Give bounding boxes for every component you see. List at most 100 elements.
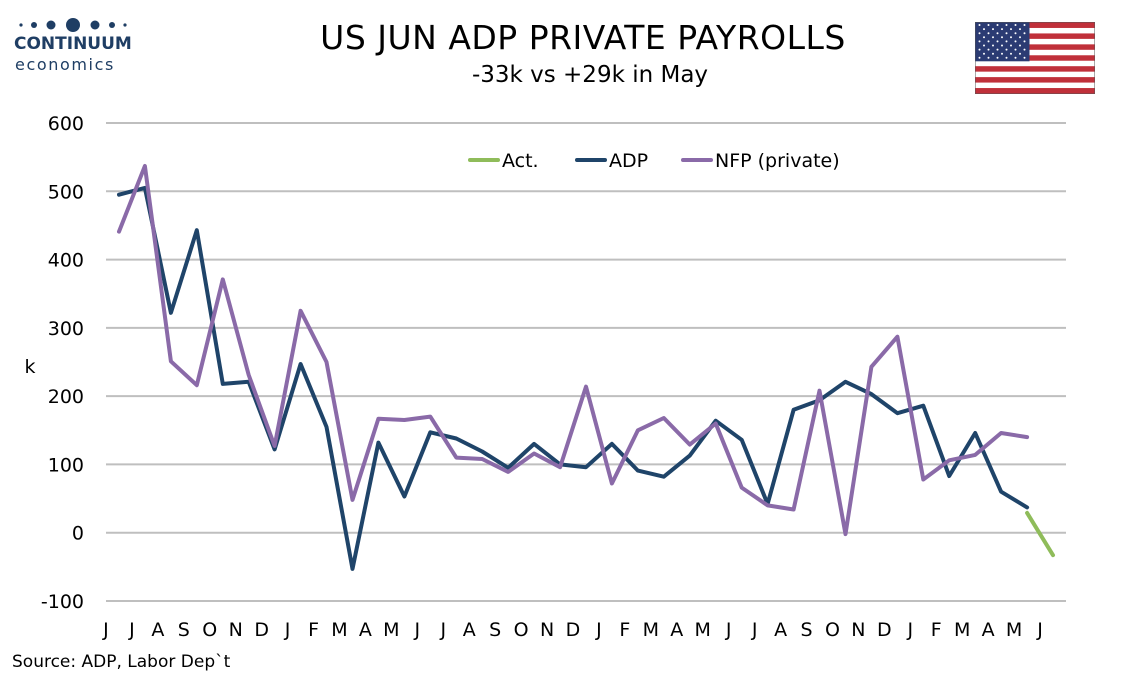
x-tick-label: D <box>254 619 269 641</box>
y-tick-label: 100 <box>48 454 84 476</box>
source-note: Source: ADP, Labor Dep`t <box>12 652 231 672</box>
legend-label: ADP <box>609 150 648 172</box>
flag-stripe <box>975 77 1095 83</box>
x-tick-label: J <box>595 619 602 641</box>
x-tick-label: M <box>383 619 399 641</box>
x-tick-label: D <box>877 619 892 641</box>
flag-star <box>987 40 990 43</box>
flag-star <box>992 44 994 47</box>
flag-star <box>987 32 990 35</box>
flag-star <box>1010 52 1012 55</box>
x-tick-label: S <box>800 619 812 641</box>
series-line-adp <box>117 185 1030 571</box>
flag-star <box>983 36 985 39</box>
series-line-act <box>1025 510 1055 558</box>
x-tick-label: J <box>751 619 758 641</box>
x-tick-label: A <box>151 619 164 641</box>
x-tick-label: J <box>102 619 109 641</box>
flag-star <box>992 52 994 55</box>
x-tick-label: M <box>643 619 659 641</box>
y-tick-label: 600 <box>48 113 84 135</box>
flag-star <box>1019 36 1021 39</box>
x-tick-label: J <box>439 619 446 641</box>
x-tick-label: A <box>670 619 683 641</box>
chart-subtitle: -33k vs +29k in May <box>471 62 709 88</box>
flag-star <box>978 48 981 51</box>
flag-star <box>1023 56 1026 59</box>
flag-star <box>1005 48 1008 51</box>
series-line-nfp-private <box>117 164 1030 537</box>
legend: Act. ADP NFP (private) <box>468 150 840 172</box>
x-tick-label: N <box>540 619 554 641</box>
x-tick-label: A <box>982 619 995 641</box>
flag-star <box>996 32 999 35</box>
flag-stripe <box>975 44 1095 50</box>
flag-star <box>1023 48 1026 51</box>
flag-star <box>987 48 990 51</box>
flag-stripe <box>975 88 1095 94</box>
y-tick-label: 400 <box>48 250 84 272</box>
y-tick-label: -100 <box>41 591 84 613</box>
x-tick-label: J <box>284 619 291 641</box>
flag-star <box>1010 36 1012 39</box>
continuum-logo: CONTINUUM economics <box>14 14 134 76</box>
flag-star <box>978 24 981 26</box>
flag-stripe <box>975 66 1095 72</box>
grid-lines <box>106 122 1066 602</box>
x-tick-label: D <box>566 619 581 641</box>
flag-star <box>1001 28 1003 31</box>
flag-star <box>992 28 994 31</box>
us-flag-icon <box>975 22 1095 94</box>
x-tick-label: O <box>514 619 529 641</box>
x-tick-label: N <box>229 619 243 641</box>
x-tick-label: J <box>128 619 135 641</box>
flag-star <box>978 56 981 59</box>
flag-star <box>1019 52 1021 55</box>
flag-stripe <box>975 33 1095 39</box>
x-tick-label: J <box>1036 619 1043 641</box>
x-tick-label: O <box>825 619 840 641</box>
x-tick-label: J <box>725 619 732 641</box>
y-tick-label: 200 <box>48 386 84 408</box>
flag-star <box>1001 36 1003 39</box>
flag-star <box>1014 48 1017 51</box>
flag-star <box>1019 44 1021 47</box>
x-tick-label: F <box>931 619 942 641</box>
series-lines <box>117 164 1055 571</box>
legend-label: Act. <box>502 150 539 172</box>
flag-star <box>1014 56 1017 59</box>
x-tick-label: M <box>331 619 347 641</box>
flag-star <box>996 56 999 59</box>
chart-title: US JUN ADP PRIVATE PAYROLLS <box>320 18 846 57</box>
flag-star <box>996 48 999 51</box>
y-tick-label: 0 <box>72 523 84 545</box>
y-tick-label: 300 <box>48 318 84 340</box>
flag-star <box>1005 56 1008 59</box>
y-axis-label: k <box>24 356 35 378</box>
x-tick-label: F <box>308 619 319 641</box>
flag-star <box>996 40 999 43</box>
x-tick-label: A <box>463 619 476 641</box>
flag-stripe <box>975 22 1095 28</box>
x-tick-label: M <box>954 619 970 641</box>
flag-star <box>1023 24 1026 26</box>
y-axis-ticks: -100 0 100 200 300 400 500 600 <box>41 113 84 613</box>
flag-star <box>1010 44 1012 47</box>
x-tick-label: A <box>774 619 787 641</box>
flag-star <box>978 32 981 35</box>
x-tick-label: A <box>359 619 372 641</box>
x-tick-label: O <box>202 619 217 641</box>
flag-stripe <box>975 55 1095 61</box>
flag-star <box>978 40 981 43</box>
x-tick-label: M <box>695 619 711 641</box>
x-tick-label: J <box>414 619 421 641</box>
flag-star <box>992 36 994 39</box>
flag-star <box>1014 32 1017 35</box>
x-tick-label: S <box>489 619 501 641</box>
flag-star <box>1005 24 1008 26</box>
flag-star <box>1014 40 1017 43</box>
y-tick-label: 500 <box>48 181 84 203</box>
flag-star <box>1019 28 1021 31</box>
